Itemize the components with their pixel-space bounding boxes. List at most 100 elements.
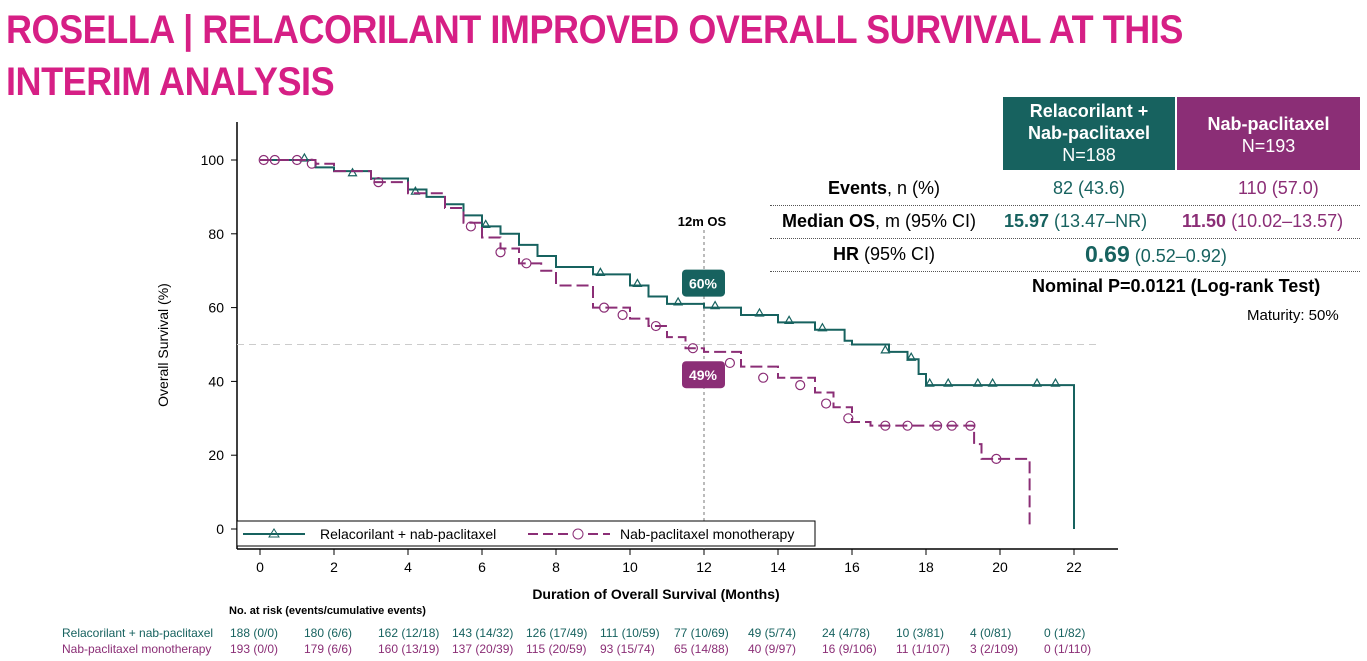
risk-value: 93 (15/74) [600, 642, 655, 656]
events-sub: , n (%) [887, 178, 941, 198]
x-tick-label: 4 [404, 559, 412, 575]
x-tick-label: 2 [330, 559, 338, 575]
censor-mark-triangle [1031, 377, 1043, 387]
censor-mark-circle [902, 420, 913, 431]
censor-mark-triangle [1050, 377, 1061, 387]
events-label: Events [828, 178, 888, 198]
risk-value: 16 (9/106) [822, 642, 877, 656]
col1-line2: Nab-paclitaxel [1027, 123, 1151, 143]
y-axis-label: Overall Survival (%) [155, 283, 171, 407]
hr-sub: (95% CI) [859, 244, 936, 264]
header-nab-paclitaxel: Nab-paclitaxel N=193 [1177, 97, 1360, 170]
censor-mark-circle [880, 420, 891, 431]
censor-mark-circle [931, 420, 943, 431]
censor-mark-triangle [924, 377, 935, 387]
legend-circle-icon [572, 528, 584, 540]
censor-mark-triangle [987, 377, 998, 387]
censor-mark-circle [965, 420, 976, 431]
risk-value: 0 (1/110) [1044, 642, 1092, 656]
censor-mark-circle [617, 309, 628, 321]
events-1: 82 (43.6) [1053, 178, 1126, 198]
risk-value: 115 (20/59) [526, 642, 587, 656]
events-row: Events, n (%) 82 (43.6) 110 (57.0) [770, 172, 1360, 206]
censor-mark-triangle [754, 307, 765, 317]
censor-mark-circle [795, 379, 806, 391]
censor-mark-circle [465, 221, 476, 232]
y-tick-label: 80 [208, 226, 224, 242]
risk-value: 193 (0/0) [230, 642, 279, 656]
censor-mark-circle [269, 154, 280, 166]
censor-mark-triangle [972, 377, 983, 387]
x-tick-label: 8 [552, 559, 560, 575]
x-tick-label: 18 [918, 559, 934, 575]
hr-row: HR (95% CI) 0.69 (0.52–0.92) [770, 238, 1360, 272]
risk-value: 143 (14/32) [452, 626, 514, 640]
y-tick-label: 100 [201, 152, 225, 168]
x-tick-label: 20 [992, 559, 1008, 575]
maturity: Maturity: 50% [1247, 307, 1339, 324]
censor-mark-circle [598, 302, 610, 313]
censor-mark-circle [306, 158, 317, 169]
risk-value: 111 (10/59) [600, 626, 660, 640]
events-2: 110 (57.0) [1238, 178, 1319, 198]
legend-triangle-icon [268, 528, 280, 538]
risk-value: 4 (0/81) [970, 626, 1012, 640]
risk-value: 11 (1/107) [896, 642, 950, 656]
y-tick-label: 0 [216, 521, 224, 537]
censor-mark-triangle [673, 296, 684, 306]
median-sub: , m (95% CI) [875, 211, 977, 231]
median-2-ci: (10.02–13.57) [1226, 211, 1344, 231]
y-tick-label: 40 [208, 373, 224, 389]
censor-mark-circle [991, 453, 1002, 464]
risk-value: 10 (3/81) [896, 626, 945, 640]
censor-mark-circle [724, 357, 736, 369]
slide-title: ROSELLA | RELACORILANT IMPROVED OVERALL … [6, 8, 1183, 104]
col2-line1: Nab-paclitaxel [1207, 114, 1330, 134]
censor-mark-triangle [880, 344, 891, 354]
risk-value: 40 (9/97) [748, 642, 797, 656]
censor-mark-triangle [943, 377, 954, 387]
censor-mark-circle [946, 420, 958, 431]
series-line-relacorilant [260, 159, 1075, 529]
median-2: 11.50 [1182, 211, 1227, 231]
censor-mark-circle [291, 154, 303, 166]
hr-value: 0.69 [1085, 241, 1130, 267]
censor-mark-triangle [480, 219, 491, 229]
median-row: Median OS, m (95% CI) 15.97 (13.47–NR) 1… [770, 205, 1360, 239]
legend-box [236, 520, 816, 547]
censor-mark-circle [820, 398, 832, 409]
risk-row-label: Relacorilant + nab-paclitaxel [62, 626, 214, 640]
censor-mark-triangle [347, 167, 358, 177]
hr-label: HR [833, 244, 859, 264]
censor-mark-circle [687, 343, 699, 354]
risk-value: 24 (4/78) [822, 626, 871, 640]
x-axis-label: Duration of Overall Survival (Months) [532, 586, 779, 602]
x-tick-label: 12 [696, 559, 712, 575]
risk-row-label: Nab-paclitaxel monotherapy [62, 642, 212, 656]
median-1-ci: (13.47–NR) [1049, 211, 1148, 231]
censor-mark-triangle [632, 278, 643, 288]
col2-n: N=193 [1241, 136, 1296, 156]
censor-mark-circle [373, 177, 384, 188]
risk-value: 137 (20/39) [452, 642, 514, 656]
censor-mark-circle [843, 413, 854, 424]
censor-mark-circle [650, 320, 662, 332]
risk-value: 160 (13/19) [378, 642, 440, 656]
risk-value: 0 (1/82) [1044, 626, 1086, 640]
censor-mark-circle [758, 372, 769, 383]
risk-value: 162 (12/18) [378, 626, 440, 640]
censor-mark-circle [495, 247, 506, 258]
risk-value: 180 (6/6) [304, 626, 353, 640]
os-label-box [682, 361, 725, 389]
os-label-box [682, 269, 725, 297]
risk-header: No. at risk (events/cumulative events) [229, 605, 426, 617]
y-tick-label: 20 [208, 447, 224, 463]
legend-label-relacorilant: Relacorilant + nab-paclitaxel [320, 526, 496, 542]
series-line-nab-paclitaxel [260, 159, 1031, 526]
risk-value: 126 (17/49) [526, 626, 588, 640]
median-label: Median OS [782, 211, 876, 231]
col1-line1: Relacorilant + [1029, 101, 1149, 121]
x-tick-label: 10 [622, 559, 638, 575]
legend-label-nab-paclitaxel: Nab-paclitaxel monotherapy [620, 526, 794, 542]
